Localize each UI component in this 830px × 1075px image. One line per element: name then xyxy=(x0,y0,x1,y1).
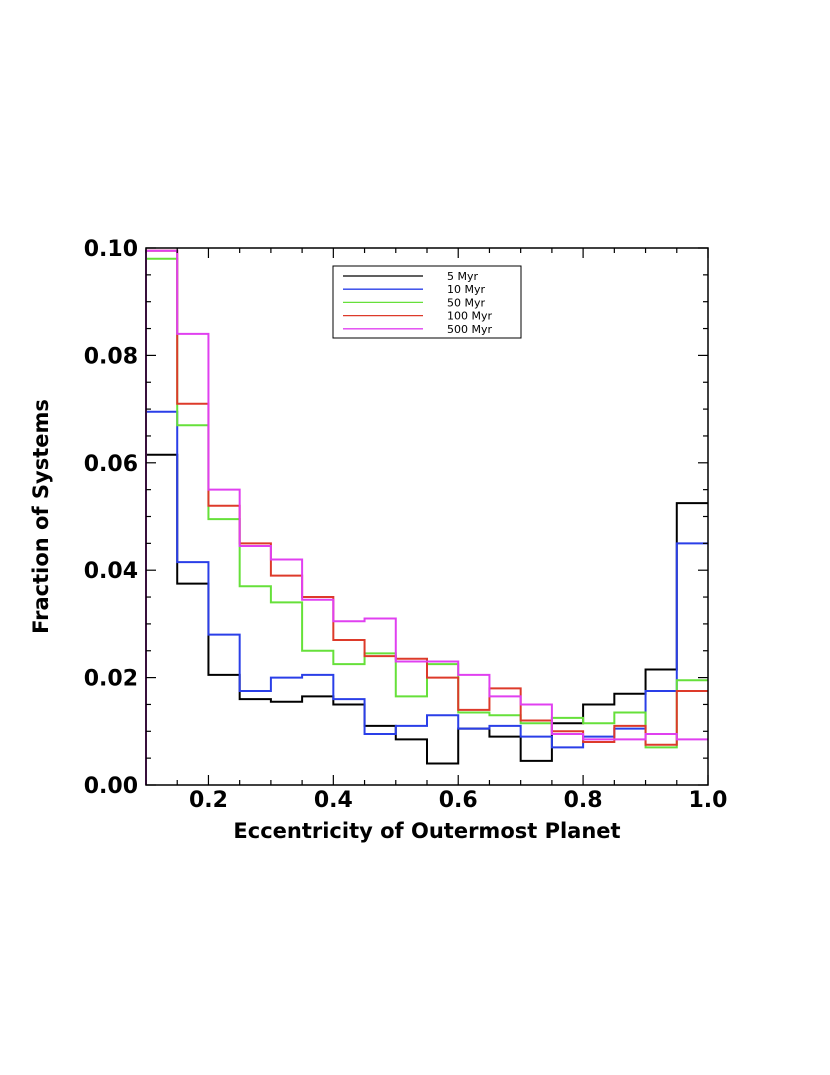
x-tick-label: 0.6 xyxy=(439,788,478,813)
x-tick-label: 0.8 xyxy=(564,788,603,813)
ticks-layer xyxy=(145,247,709,786)
legend-label: 5 Myr xyxy=(447,270,478,283)
legend-label: 10 Myr xyxy=(447,283,485,296)
y-tick-label: 0.00 xyxy=(84,774,138,799)
y-tick-label: 0.10 xyxy=(84,237,138,262)
series-layer xyxy=(145,249,708,785)
x-tick-label: 1.0 xyxy=(689,788,728,813)
y-tick-label: 0.04 xyxy=(84,559,138,584)
y-tick-labels: 0.00 0.02 0.04 0.06 0.08 0.10 xyxy=(84,237,138,799)
series-line-500-myr xyxy=(145,249,708,785)
x-tick-label: 0.2 xyxy=(189,788,228,813)
y-tick-label: 0.08 xyxy=(84,344,138,369)
legend-label: 50 Myr xyxy=(447,296,485,309)
y-tick-label: 0.02 xyxy=(84,667,138,692)
legend-label: 500 Myr xyxy=(447,323,492,336)
x-tick-label: 0.4 xyxy=(314,788,353,813)
y-axis-title: Fraction of Systems xyxy=(29,399,53,634)
y-tick-label: 0.06 xyxy=(84,452,138,477)
legend-label: 100 Myr xyxy=(447,310,492,323)
x-tick-labels: 0.2 0.4 0.6 0.8 1.0 xyxy=(189,788,728,813)
x-axis-title: Eccentricity of Outermost Planet xyxy=(233,819,620,843)
